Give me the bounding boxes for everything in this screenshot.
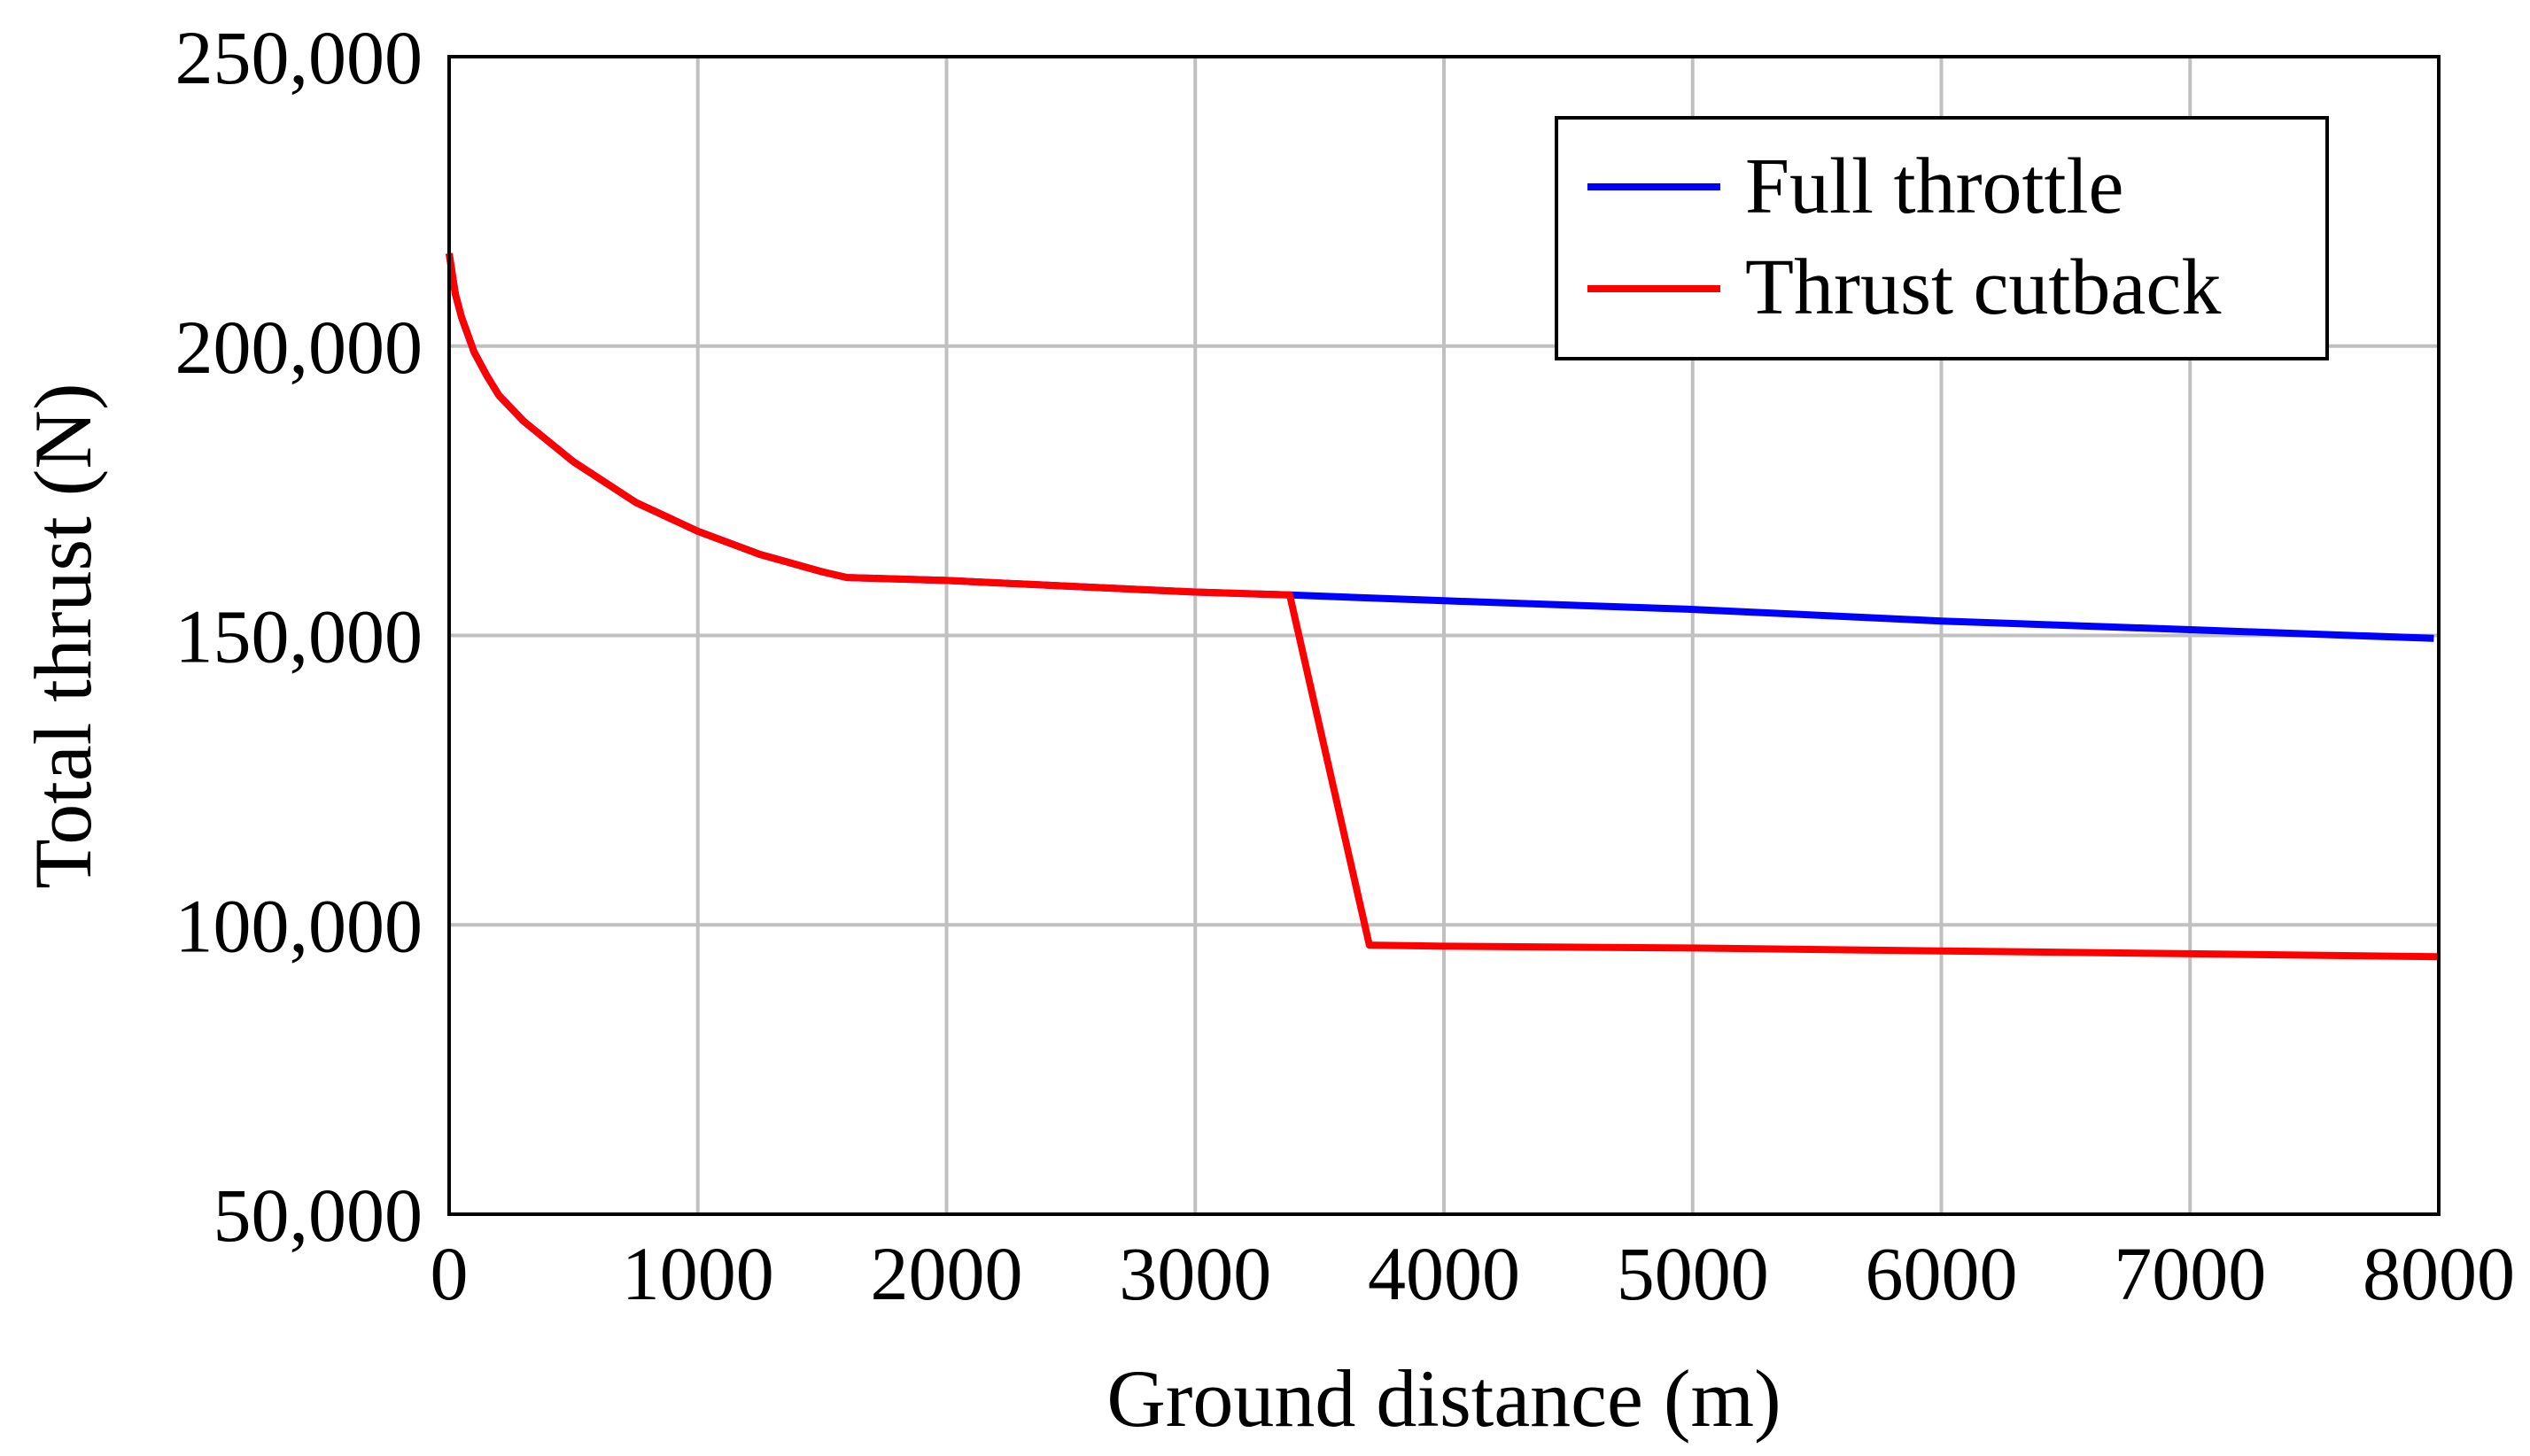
x-tick-label: 1000 <box>622 1231 774 1316</box>
x-tick-label: 6000 <box>1866 1231 2018 1316</box>
legend: Full throttle Thrust cutback <box>1555 116 2329 360</box>
series-group <box>446 252 2440 961</box>
y-tick-labels: 50,000 100,000 150,000 200,000 250,000 <box>175 15 423 1258</box>
x-tick-label: 3000 <box>1119 1231 1271 1316</box>
y-axis-title: Total thrust (N) <box>18 383 108 888</box>
x-axis-title: Ground distance (m) <box>1106 1353 1781 1444</box>
x-tick-label: 7000 <box>2114 1231 2266 1316</box>
x-tick-label: 5000 <box>1617 1231 1769 1316</box>
x-tick-label: 2000 <box>871 1231 1023 1316</box>
x-tick-label: 4000 <box>1368 1231 1520 1316</box>
legend-label-full-throttle: Full throttle <box>1745 143 2124 230</box>
legend-box <box>1555 116 2329 360</box>
y-tick-label: 150,000 <box>175 594 423 679</box>
legend-label-thrust-cutback: Thrust cutback <box>1745 244 2221 331</box>
y-tick-label: 50,000 <box>213 1173 423 1258</box>
y-tick-label: 100,000 <box>175 883 423 968</box>
x-tick-label: 8000 <box>2363 1231 2515 1316</box>
x-tick-labels: 0 1000 2000 3000 4000 5000 6000 7000 8000 <box>431 1231 2516 1316</box>
y-tick-label: 200,000 <box>175 305 423 390</box>
plot-frame <box>447 55 2441 1216</box>
series-line-thrust-cutback <box>446 252 2440 961</box>
x-tick-label: 0 <box>431 1231 469 1316</box>
y-tick-label: 250,000 <box>175 15 423 100</box>
